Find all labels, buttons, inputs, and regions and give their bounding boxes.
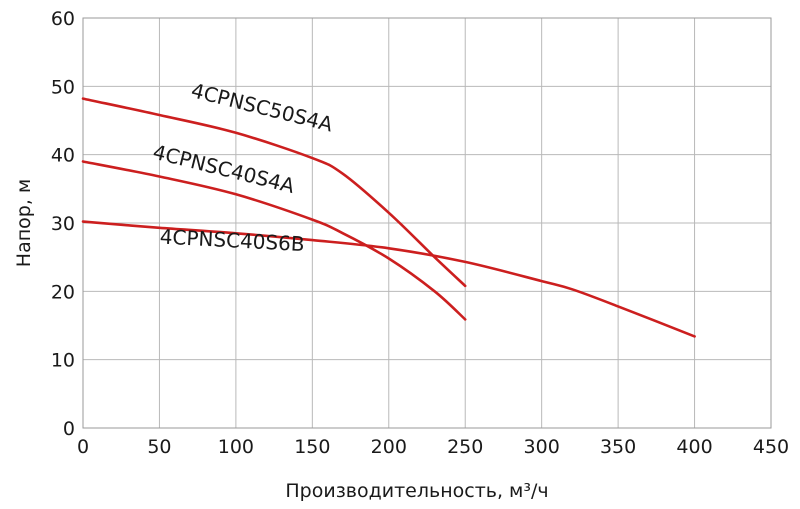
y-tick-label: 40: [51, 145, 75, 167]
x-tick-label: 250: [447, 436, 483, 458]
x-tick-label: 0: [77, 436, 89, 458]
y-tick-label: 30: [51, 213, 75, 235]
x-axis-title: Производительность, м³/ч: [285, 480, 548, 502]
series-label-2: 4CPNSC40S6B: [159, 225, 305, 257]
axis-ticks: 0 50 100 150 200 250 300 350 400 450 0 10 20 30 40 50 60: [51, 8, 789, 458]
x-tick-label: 300: [524, 436, 560, 458]
y-axis-title: Напор, м: [13, 179, 35, 267]
y-tick-label: 20: [51, 281, 75, 303]
y-tick-label: 10: [51, 350, 75, 372]
y-tick-label: 50: [51, 76, 75, 98]
x-tick-label: 50: [147, 436, 171, 458]
x-tick-label: 200: [371, 436, 407, 458]
x-tick-label: 350: [600, 436, 636, 458]
x-tick-label: 450: [753, 436, 789, 458]
series-line-1: [81, 160, 467, 321]
series-label-0: 4CPNSC50S4A: [189, 78, 336, 136]
x-tick-label: 100: [218, 436, 254, 458]
series-label-1: 4CPNSC40S4A: [151, 140, 298, 198]
y-tick-label: 0: [63, 418, 75, 440]
series-line-2: [81, 220, 696, 338]
series-line-0: [81, 97, 467, 288]
x-tick-label: 400: [676, 436, 712, 458]
grid-lines: [82, 17, 772, 429]
plot-frame: [82, 17, 772, 429]
x-tick-label: 150: [294, 436, 330, 458]
series-curves: [81, 97, 696, 338]
y-tick-label: 60: [51, 8, 75, 30]
